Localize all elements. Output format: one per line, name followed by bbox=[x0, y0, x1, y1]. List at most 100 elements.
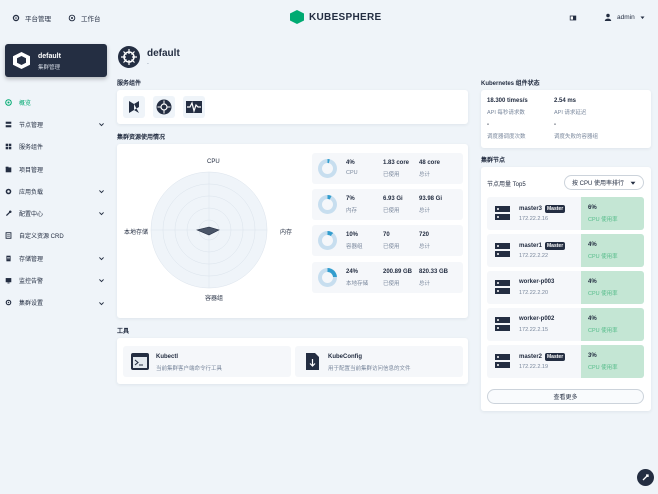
top-bar: 平台管理 工作台 KUBESPHERE admin bbox=[0, 0, 658, 36]
chevron-down-icon bbox=[99, 257, 104, 261]
resource-used-label: 已使用 bbox=[383, 172, 400, 178]
node-usage-label: CPU 使用率 bbox=[588, 217, 618, 223]
scheduler-fail-label: 调度失败的容器组 bbox=[554, 134, 599, 140]
sidebar-item-label: 配置中心 bbox=[19, 212, 44, 219]
server-icon bbox=[495, 354, 510, 368]
resource-percent: 4% bbox=[346, 160, 355, 166]
view-more-button[interactable]: 查看更多 bbox=[487, 389, 644, 404]
k8s-status-title: Kubernetes 组件状态 bbox=[481, 81, 540, 87]
caret-down-icon bbox=[640, 16, 645, 19]
node-usage-percent: 6% bbox=[588, 205, 597, 211]
node-row[interactable]: worker-p003 172.22.2.20 4% CPU 使用率 bbox=[487, 271, 644, 304]
node-row[interactable]: master3 Master 172.22.2.16 6% CPU 使用率 bbox=[487, 197, 644, 230]
cluster-subtitle: 集群管理 bbox=[38, 65, 61, 71]
resource-percent: 24% bbox=[346, 269, 359, 275]
sidebar-item-storage[interactable]: 存储管理 bbox=[5, 247, 108, 269]
cluster-nodes-title: 集群节点 bbox=[481, 158, 506, 164]
node-name-wrap: master2 Master bbox=[519, 353, 566, 361]
sidebar-item-label: 监控告警 bbox=[19, 279, 44, 286]
storage-icon bbox=[6, 255, 11, 262]
chevron-down-icon bbox=[99, 123, 104, 127]
node-usage: 3% CPU 使用率 bbox=[581, 345, 644, 378]
server-icon bbox=[495, 206, 510, 220]
resource-total: 820.33 GB bbox=[419, 269, 449, 275]
node-usage: 6% CPU 使用率 bbox=[581, 197, 644, 230]
resource-percent: 10% bbox=[346, 232, 359, 238]
master-badge: Master bbox=[545, 205, 566, 213]
sidebar-item-label: 概览 bbox=[19, 100, 32, 107]
kubesphere-icon[interactable] bbox=[123, 96, 145, 118]
components-icon bbox=[5, 143, 12, 150]
kubeconfig-tool[interactable]: KubeConfig 用于配置当前集群访问信息的文件 bbox=[295, 346, 463, 377]
cluster-switcher[interactable]: default 集群管理 bbox=[5, 44, 107, 77]
help-icon bbox=[642, 474, 649, 481]
user-icon bbox=[604, 13, 612, 21]
cluster-name: default bbox=[38, 53, 61, 60]
sidebar-item-label: 项目管理 bbox=[19, 167, 44, 174]
node-usage-percent: 4% bbox=[588, 279, 597, 285]
chevron-down-icon bbox=[99, 301, 104, 305]
workload-icon bbox=[5, 188, 12, 195]
node-icon bbox=[5, 121, 12, 128]
node-ip: 172.22.2.20 bbox=[519, 290, 549, 296]
node-name-wrap: worker-p003 bbox=[519, 279, 554, 285]
monitoring-icon[interactable] bbox=[183, 96, 205, 118]
sidebar-item-label: 集群设置 bbox=[19, 301, 44, 308]
resource-total-label: 总计 bbox=[419, 172, 431, 178]
resource-row-memory: 7% 内存 6.93 Gi 已使用 93.98 Gi 总计 bbox=[312, 189, 463, 220]
resource-total: 720 bbox=[419, 232, 430, 238]
config-icon bbox=[5, 210, 12, 217]
page-subtitle: - bbox=[147, 61, 149, 67]
radar-label-cpu: CPU bbox=[207, 159, 220, 165]
sidebar-item-components[interactable]: 服务组件 bbox=[5, 136, 108, 158]
node-ip: 172.22.2.16 bbox=[519, 216, 549, 222]
radar-label-memory: 内存 bbox=[280, 230, 293, 236]
sidebar: default 集群管理 概览 节点管理 服务组件 项目管理 应用负载 配置中心 bbox=[5, 44, 108, 314]
sidebar-item-config[interactable]: 配置中心 bbox=[5, 202, 108, 224]
scheduler-fail-value: - bbox=[554, 122, 556, 128]
resource-used-label: 已使用 bbox=[383, 208, 400, 214]
kubernetes-icon[interactable] bbox=[153, 96, 175, 118]
platform-label: 平台管理 bbox=[25, 16, 51, 23]
sidebar-item-nodes[interactable]: 节点管理 bbox=[5, 113, 108, 135]
help-button[interactable] bbox=[637, 469, 654, 486]
node-row[interactable]: master2 Master 172.22.2.19 3% CPU 使用率 bbox=[487, 345, 644, 378]
resource-used: 1.83 core bbox=[383, 160, 410, 166]
sidebar-item-overview[interactable]: 概览 bbox=[5, 91, 108, 113]
platform-menu[interactable]: 平台管理 bbox=[12, 13, 51, 23]
notification-icon[interactable] bbox=[569, 14, 577, 22]
user-menu[interactable]: admin bbox=[604, 13, 645, 21]
sidebar-item-label: 自定义资源 CRD bbox=[19, 234, 64, 241]
usage-donut bbox=[318, 195, 337, 214]
sidebar-item-settings[interactable]: 集群设置 bbox=[5, 292, 108, 314]
kubectl-tool[interactable]: Kubectl 当前集群客户端命令行工具 bbox=[123, 346, 291, 377]
node-top5-label: 节点用量 Top5 bbox=[487, 182, 526, 188]
sidebar-item-label: 应用负载 bbox=[19, 189, 44, 196]
kubesphere-logo[interactable]: KUBESPHERE bbox=[290, 10, 381, 24]
api-qps-value: 18.300 times/s bbox=[487, 98, 528, 104]
tools-title: 工具 bbox=[117, 329, 130, 335]
workbench-icon bbox=[68, 14, 76, 22]
usage-donut bbox=[318, 159, 337, 178]
sidebar-item-label: 存储管理 bbox=[19, 256, 44, 263]
sidebar-item-crd[interactable]: 自定义资源 CRD bbox=[5, 225, 108, 247]
node-row[interactable]: worker-p002 172.22.2.15 4% CPU 使用率 bbox=[487, 308, 644, 341]
api-latency-value: 2.54 ms bbox=[554, 98, 577, 104]
resource-used-label: 已使用 bbox=[383, 244, 400, 250]
sort-select[interactable]: 按 CPU 使用率排行 bbox=[564, 175, 644, 190]
caret-down-icon bbox=[630, 181, 636, 185]
node-row[interactable]: master1 Master 172.22.2.22 4% CPU 使用率 bbox=[487, 234, 644, 267]
master-badge: Master bbox=[545, 242, 566, 250]
resource-name: CPU bbox=[346, 170, 358, 176]
server-icon bbox=[495, 317, 510, 331]
sidebar-item-monitoring[interactable]: 监控告警 bbox=[5, 269, 108, 291]
sidebar-item-projects[interactable]: 项目管理 bbox=[5, 158, 108, 180]
monitor-icon bbox=[5, 278, 12, 284]
resource-name: 容器组 bbox=[346, 244, 363, 250]
sidebar-item-workloads[interactable]: 应用负载 bbox=[5, 180, 108, 202]
resource-used: 70 bbox=[383, 232, 390, 238]
page-title: default bbox=[147, 48, 180, 59]
workbench-link[interactable]: 工作台 bbox=[68, 13, 101, 23]
node-usage-percent: 4% bbox=[588, 242, 597, 248]
sidebar-item-label: 服务组件 bbox=[19, 145, 44, 152]
